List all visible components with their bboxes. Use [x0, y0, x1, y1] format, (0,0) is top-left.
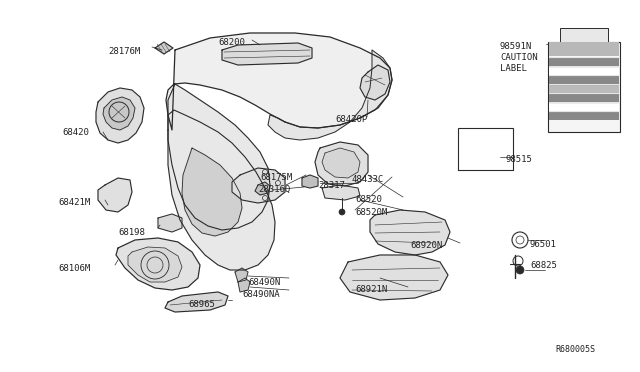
Polygon shape	[168, 84, 270, 230]
Polygon shape	[322, 148, 360, 178]
Bar	[549, 67, 619, 75]
Text: 68198: 68198	[118, 228, 145, 237]
Bar	[548, 42, 620, 132]
Polygon shape	[166, 33, 392, 130]
Text: 68921N: 68921N	[355, 285, 387, 294]
Text: 68200: 68200	[218, 38, 245, 47]
Circle shape	[339, 209, 345, 215]
Text: 68421M: 68421M	[58, 198, 90, 207]
Text: 68490NA: 68490NA	[242, 290, 280, 299]
Bar	[549, 103, 619, 111]
Text: 68520: 68520	[355, 195, 382, 204]
Text: 28176M: 28176M	[108, 47, 140, 56]
Polygon shape	[103, 97, 135, 130]
Bar	[549, 42, 619, 56]
Bar	[549, 94, 619, 102]
Bar	[549, 85, 619, 93]
Text: 68490N: 68490N	[248, 278, 280, 287]
Text: LABEL: LABEL	[500, 64, 527, 73]
Polygon shape	[235, 268, 248, 282]
Polygon shape	[370, 210, 450, 255]
Text: 68106M: 68106M	[58, 264, 90, 273]
Bar	[549, 112, 619, 120]
Bar	[549, 76, 619, 84]
Text: 68175M: 68175M	[260, 173, 292, 182]
Text: 96501: 96501	[530, 240, 557, 249]
Bar	[549, 58, 619, 66]
Polygon shape	[322, 185, 360, 200]
Text: 98591N: 98591N	[500, 42, 532, 51]
Polygon shape	[158, 214, 182, 232]
Text: 68420P: 68420P	[335, 115, 367, 124]
Polygon shape	[96, 88, 144, 143]
Polygon shape	[238, 278, 250, 292]
Polygon shape	[232, 168, 285, 203]
Text: 68420: 68420	[62, 128, 89, 137]
Polygon shape	[340, 255, 448, 300]
Text: 48433C: 48433C	[352, 175, 384, 184]
Text: 68825: 68825	[530, 261, 557, 270]
Text: 98515: 98515	[505, 155, 532, 164]
Polygon shape	[116, 238, 200, 290]
Text: 68520M: 68520M	[355, 208, 387, 217]
Text: 68965: 68965	[188, 300, 215, 309]
Polygon shape	[98, 178, 132, 212]
Text: 68920N: 68920N	[410, 241, 442, 250]
Circle shape	[516, 266, 524, 274]
Polygon shape	[168, 110, 275, 270]
Polygon shape	[360, 65, 390, 100]
Polygon shape	[165, 292, 228, 312]
Bar	[458, 128, 513, 170]
Polygon shape	[315, 142, 368, 186]
Polygon shape	[222, 43, 312, 65]
Polygon shape	[155, 42, 173, 54]
Polygon shape	[255, 182, 270, 195]
Polygon shape	[302, 175, 318, 188]
Bar	[560, 28, 608, 44]
Polygon shape	[268, 50, 392, 140]
Text: CAUTION: CAUTION	[500, 53, 538, 62]
Text: R680005S: R680005S	[555, 345, 595, 354]
Polygon shape	[128, 247, 182, 282]
Polygon shape	[182, 148, 242, 236]
Text: 28317: 28317	[318, 181, 345, 190]
Text: 28316Q: 28316Q	[258, 185, 291, 194]
